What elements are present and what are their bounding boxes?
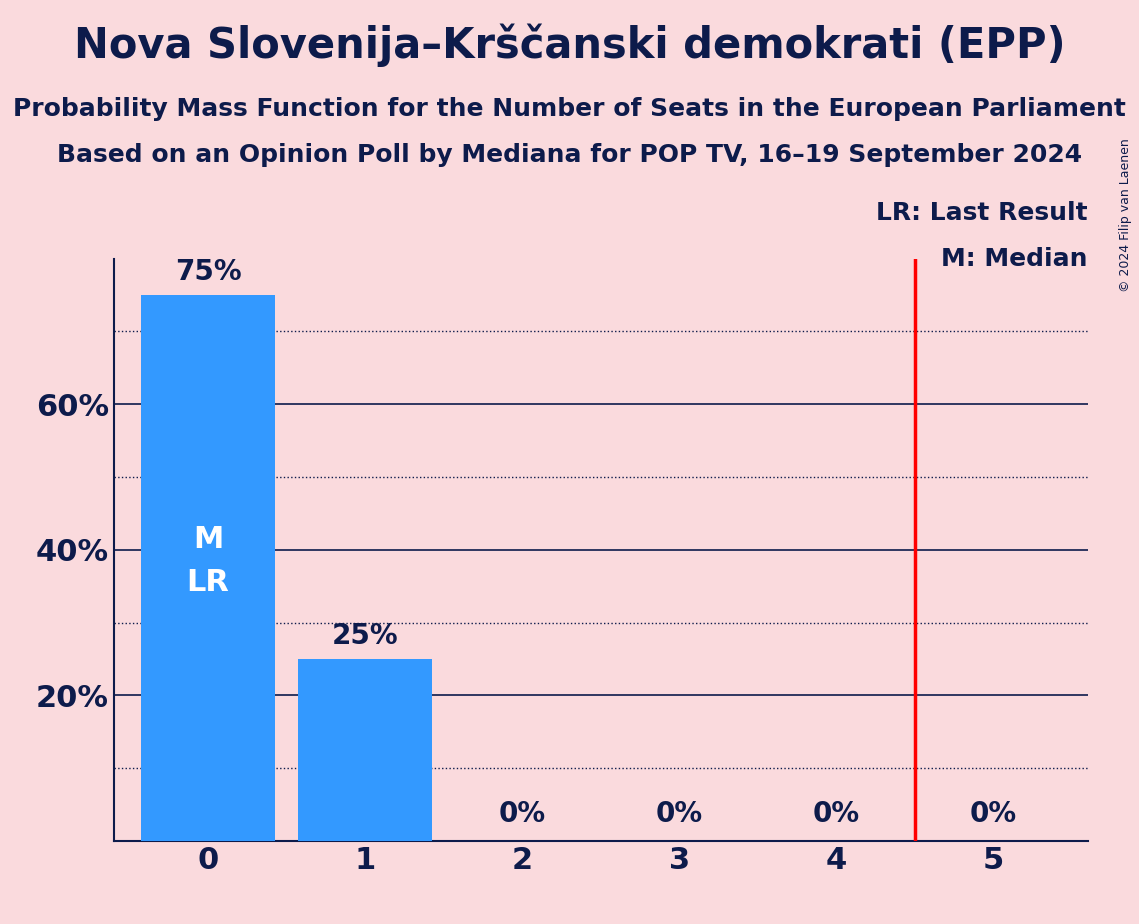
Text: 0%: 0% [813, 800, 860, 828]
Text: 25%: 25% [331, 622, 399, 650]
Text: Probability Mass Function for the Number of Seats in the European Parliament: Probability Mass Function for the Number… [13, 97, 1126, 121]
Text: Based on an Opinion Poll by Mediana for POP TV, 16–19 September 2024: Based on an Opinion Poll by Mediana for … [57, 143, 1082, 167]
Bar [141, 295, 274, 841]
Text: © 2024 Filip van Laenen: © 2024 Filip van Laenen [1118, 139, 1132, 292]
Text: 0%: 0% [499, 800, 546, 828]
Text: Nova Slovenija–Krščanski demokrati (EPP): Nova Slovenija–Krščanski demokrati (EPP) [74, 23, 1065, 67]
Text: 0%: 0% [970, 800, 1017, 828]
Text: 0%: 0% [656, 800, 703, 828]
Text: LR: Last Result: LR: Last Result [876, 201, 1088, 225]
Text: 75%: 75% [174, 259, 241, 286]
Text: M: Median: M: Median [941, 247, 1088, 271]
Bar [298, 659, 432, 841]
Text: M
LR: M LR [187, 525, 230, 597]
